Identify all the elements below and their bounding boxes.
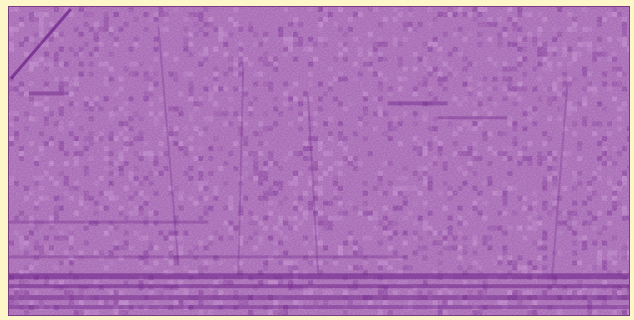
dark-band (387, 101, 448, 106)
dark-band (9, 284, 629, 289)
faint-streak (237, 66, 245, 276)
diagonal-streak (9, 8, 72, 80)
dark-band (9, 295, 629, 301)
faint-streak (157, 26, 180, 266)
dark-band (437, 116, 508, 120)
dark-band (9, 305, 629, 310)
light-grain-layer (9, 7, 629, 315)
texture-canvas (9, 7, 629, 315)
faint-streak (307, 96, 319, 274)
dark-band (9, 220, 209, 224)
dark-streaks (9, 8, 629, 310)
faint-streak (551, 86, 569, 276)
dark-band (9, 255, 408, 259)
dark-band (28, 91, 69, 96)
textured-image (8, 6, 630, 316)
dark-band (9, 273, 629, 280)
